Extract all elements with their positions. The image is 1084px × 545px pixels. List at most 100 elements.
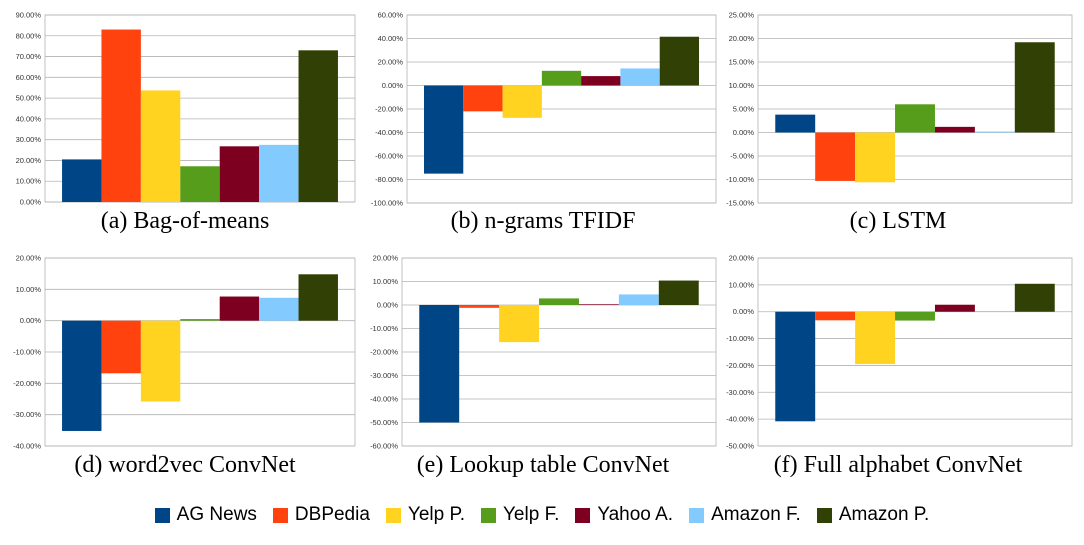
legend-item-dbpedia: DBPedia [272, 504, 370, 526]
legend-label: DBPedia [294, 504, 370, 525]
bar-yelp-p [140, 320, 181, 402]
bar-amazon-p [1014, 283, 1055, 312]
bar-ag-news [423, 85, 464, 174]
panel-full-alphabet-convnet: -50.00% -40.00% -30.00% -20.00% -10.00% 0.00%… [726, 254, 1073, 451]
y-tick-label: -20.00% [726, 361, 754, 370]
legend-item-yahoo-a: Yahoo A. [575, 504, 673, 526]
y-tick-label: 80.00% [16, 31, 42, 40]
legend-label: Yahoo A. [597, 504, 674, 525]
bar-yelp-p [140, 90, 181, 202]
y-tick-label: -40.00% [375, 128, 403, 137]
y-tick-label: 20.00% [373, 254, 399, 263]
bar-yelp-f [541, 70, 582, 86]
panel-ngrams-tfidf: -100.00% -80.00% -60.00% -40.00% -20.00% 0.00… [371, 11, 717, 208]
y-tick-label: 0.00% [382, 81, 404, 90]
legend-swatch [481, 507, 496, 523]
bar-dbpedia [101, 320, 141, 374]
panel-lookup-table-convnet: -60.00% -50.00% -40.00% -30.00% -20.00% -10.0… [370, 254, 717, 451]
y-tick-label: 90.00% [16, 11, 42, 20]
plot-border [406, 14, 717, 204]
bar-ag-news [62, 320, 102, 431]
y-tick-label: 10.00% [729, 81, 755, 90]
chart-svg: -50.00% -40.00% -30.00% -20.00% -10.00% 0.00%… [726, 254, 1073, 451]
y-tick-label: 15.00% [729, 58, 755, 67]
panel-caption: (a) Bag-of-means [100, 208, 270, 234]
bar-dbpedia [459, 305, 500, 308]
bar-amazon-f [259, 297, 299, 321]
bar-dbpedia [815, 311, 856, 321]
y-tick-label: 50.00% [16, 94, 42, 103]
y-tick-label: -60.00% [370, 442, 398, 451]
legend-swatch [816, 507, 832, 523]
panel-word2vec-convnet: -40.00% -30.00% -20.00% -10.00% 0.00% 10.00% 2… [13, 254, 356, 451]
panel-caption: (b) n-grams TFIDF [450, 208, 636, 234]
bar-ag-news [62, 159, 102, 202]
bar-yelp-f [539, 298, 579, 305]
bar-yelp-p [502, 85, 542, 118]
y-tick-label: -60.00% [375, 152, 403, 161]
legend-label: Yelp P. [407, 504, 465, 525]
y-tick-label: 10.00% [16, 177, 42, 186]
y-tick-label: -20.00% [13, 379, 41, 388]
y-tick-label: -15.00% [726, 199, 754, 208]
legend-label: Yelp F. [503, 504, 560, 525]
bar-yahoo-a [934, 126, 975, 133]
bar-yelp-f [180, 166, 220, 202]
y-tick-label: -20.00% [370, 348, 398, 357]
legend-swatch [575, 507, 591, 523]
bar-yahoo-a [578, 304, 619, 305]
y-tick-label: 10.00% [16, 285, 42, 294]
y-tick-label: 40.00% [378, 34, 404, 43]
y-tick-label: 60.00% [378, 11, 404, 20]
y-tick-label: 10.00% [729, 280, 755, 289]
y-tick-label: 60.00% [16, 73, 42, 82]
bar-amazon-p [1014, 42, 1055, 133]
y-tick-label: 70.00% [16, 52, 42, 61]
y-tick-label: -50.00% [726, 442, 754, 451]
y-tick-label: -30.00% [726, 388, 754, 397]
panel-lstm: -15.00% -10.00% -5.00% 0.00% 5.00% 10.00% 15.0… [726, 11, 1073, 208]
bar-ag-news [419, 305, 460, 423]
bar-amazon-p [658, 280, 699, 305]
bar-yelp-p [855, 132, 896, 183]
y-tick-label: 0.00% [20, 316, 42, 325]
y-tick-label: 20.00% [378, 58, 404, 67]
chart-svg: -100.00% -80.00% -60.00% -40.00% -20.00% 0.00… [371, 11, 717, 208]
bar-yelp-f [895, 311, 935, 321]
chart-svg: -15.00% -10.00% -5.00% 0.00% 5.00% 10.00% 15.0… [726, 11, 1073, 208]
y-tick-label: -50.00% [370, 418, 398, 427]
bar-dbpedia [463, 85, 503, 112]
y-tick-label: -40.00% [370, 395, 398, 404]
bar-yelp-p [499, 305, 540, 343]
legend: AG News DBPedia Yelp P. Yelp F. Yahoo A.… [0, 502, 1084, 528]
y-tick-label: 0.00% [20, 198, 42, 207]
y-tick-label: -40.00% [726, 415, 754, 424]
legend-swatch [385, 507, 401, 523]
legend-item-yelp-p: Yelp P. [385, 504, 465, 526]
bar-yahoo-a [219, 296, 260, 321]
bar-amazon-p [298, 274, 338, 321]
plot-border [401, 257, 717, 447]
bar-dbpedia [101, 29, 141, 202]
y-tick-label: -100.00% [371, 199, 403, 208]
y-tick-label: -10.00% [13, 348, 41, 357]
bar-amazon-f [620, 68, 660, 86]
y-tick-label: 20.00% [729, 34, 755, 43]
panel-caption: (c) LSTM [849, 208, 947, 234]
legend-label: Amazon F. [711, 504, 801, 525]
y-tick-label: -10.00% [726, 334, 754, 343]
bar-yelp-f [895, 104, 935, 133]
panel-caption: (d) word2vec ConvNet [74, 452, 296, 478]
bar-yahoo-a [581, 76, 621, 86]
panel-caption: (e) Lookup table ConvNet [416, 452, 670, 478]
y-tick-label: 0.00% [377, 301, 399, 310]
y-tick-label: -80.00% [375, 175, 403, 184]
bar-yahoo-a [219, 146, 260, 202]
legend-item-amazon-f: Amazon F. [689, 504, 801, 526]
legend-label: AG News [176, 504, 257, 525]
legend-label: Amazon P. [838, 504, 930, 525]
y-tick-label: 20.00% [16, 156, 42, 165]
y-tick-label: 0.00% [733, 128, 755, 137]
legend-item-amazon-p: Amazon P. [816, 504, 930, 526]
